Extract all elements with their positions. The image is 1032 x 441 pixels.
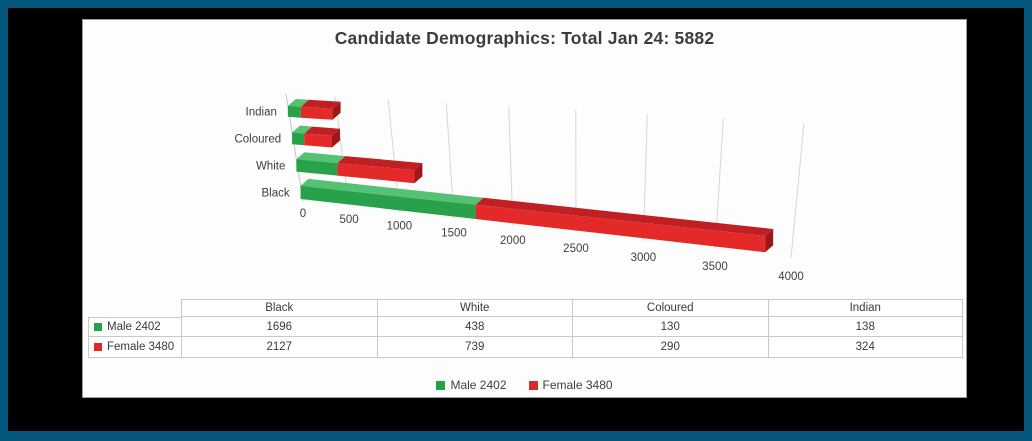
table-cell-male-white: 438 [376, 317, 572, 337]
bar-endcap-female-Black [765, 229, 774, 253]
female-series-swatch [94, 343, 102, 351]
table-row-label-male: Male 2402 [88, 317, 181, 337]
male-series-swatch [94, 323, 102, 331]
bar-segment-male-White[interactable] [296, 159, 338, 176]
bar-endcap-female-Indian [332, 101, 341, 120]
table-cell-female-white: 739 [376, 337, 572, 358]
bar-top-male-Indian [287, 99, 309, 107]
x-tick-label-1500: 1500 [441, 227, 467, 239]
chart-legend: Male 2402 Female 3480 [83, 378, 966, 392]
bar-top-male-Black [300, 178, 484, 205]
x-tick-label-2000: 2000 [500, 235, 526, 247]
table-cell-female-indian: 324 [767, 337, 963, 358]
category-label-Black: Black [261, 187, 289, 199]
legend-female-swatch [528, 380, 538, 390]
male-series-label: Male 2402 [107, 321, 161, 333]
category-label-Coloured: Coloured [234, 133, 281, 145]
legend-item-male[interactable]: Male 2402 [436, 378, 507, 392]
category-label-Indian: Indian [246, 106, 277, 118]
chart-title: Candidate Demographics: Total Jan 24: 58… [334, 28, 715, 48]
table-row-label-female: Female 3480 [88, 337, 181, 358]
legend-male-swatch [436, 380, 446, 390]
bar-segment-male-Indian[interactable] [287, 106, 301, 118]
x-tick-label-3500: 3500 [702, 261, 728, 273]
legend-female-label: Female 3480 [542, 378, 613, 392]
bar-segment-male-Coloured[interactable] [292, 132, 305, 146]
gridline-4000 [790, 122, 805, 259]
chart-panel: Candidate Demographics: Total Jan 24: 58… [82, 19, 967, 398]
bar-segment-female-Coloured[interactable] [304, 133, 332, 148]
bar-top-female-Indian [300, 99, 341, 109]
chart-data-table: Black White Coloured Indian Male 2402 16… [88, 299, 963, 358]
table-header-white: White [376, 299, 572, 317]
table-cell-female-coloured: 290 [572, 337, 768, 358]
x-tick-label-3000: 3000 [631, 252, 657, 264]
x-tick-label-1000: 1000 [387, 220, 413, 232]
bar-top-male-Coloured [292, 125, 313, 134]
table-cell-male-coloured: 130 [572, 317, 768, 337]
female-series-label: Female 3480 [107, 341, 175, 353]
bar-segment-female-White[interactable] [337, 163, 415, 184]
table-cell-male-black: 1696 [181, 317, 377, 337]
x-tick-label-500: 500 [339, 214, 358, 226]
bar-top-male-White [296, 152, 346, 164]
table-header-black: Black [181, 299, 377, 317]
bar-endcap-female-White [414, 163, 423, 184]
bar-top-female-Coloured [304, 126, 340, 136]
table-header-coloured: Coloured [572, 299, 768, 317]
table-header-indian: Indian [767, 299, 963, 317]
table-corner-cell [88, 299, 181, 317]
legend-item-female[interactable]: Female 3480 [528, 378, 613, 392]
x-tick-label-4000: 4000 [778, 271, 804, 283]
legend-male-label: Male 2402 [450, 378, 507, 392]
category-label-White: White [256, 160, 285, 172]
bar-top-female-Black [475, 197, 774, 236]
bar-top-female-White [337, 156, 423, 171]
bar-endcap-female-Coloured [332, 128, 340, 148]
x-tick-label-2500: 2500 [563, 243, 589, 255]
table-cell-female-black: 2127 [181, 337, 377, 358]
table-cell-male-indian: 138 [767, 317, 963, 337]
bar-segment-female-Indian[interactable] [300, 106, 333, 120]
bar-segment-male-Black[interactable] [300, 185, 476, 219]
bar-chart-plot: 0 500 1000 1500 2000 2500 3000 3500 4000 Indian Co… [234, 93, 805, 283]
x-tick-label-0: 0 [300, 208, 306, 220]
bar-segment-female-Black[interactable] [475, 204, 766, 253]
